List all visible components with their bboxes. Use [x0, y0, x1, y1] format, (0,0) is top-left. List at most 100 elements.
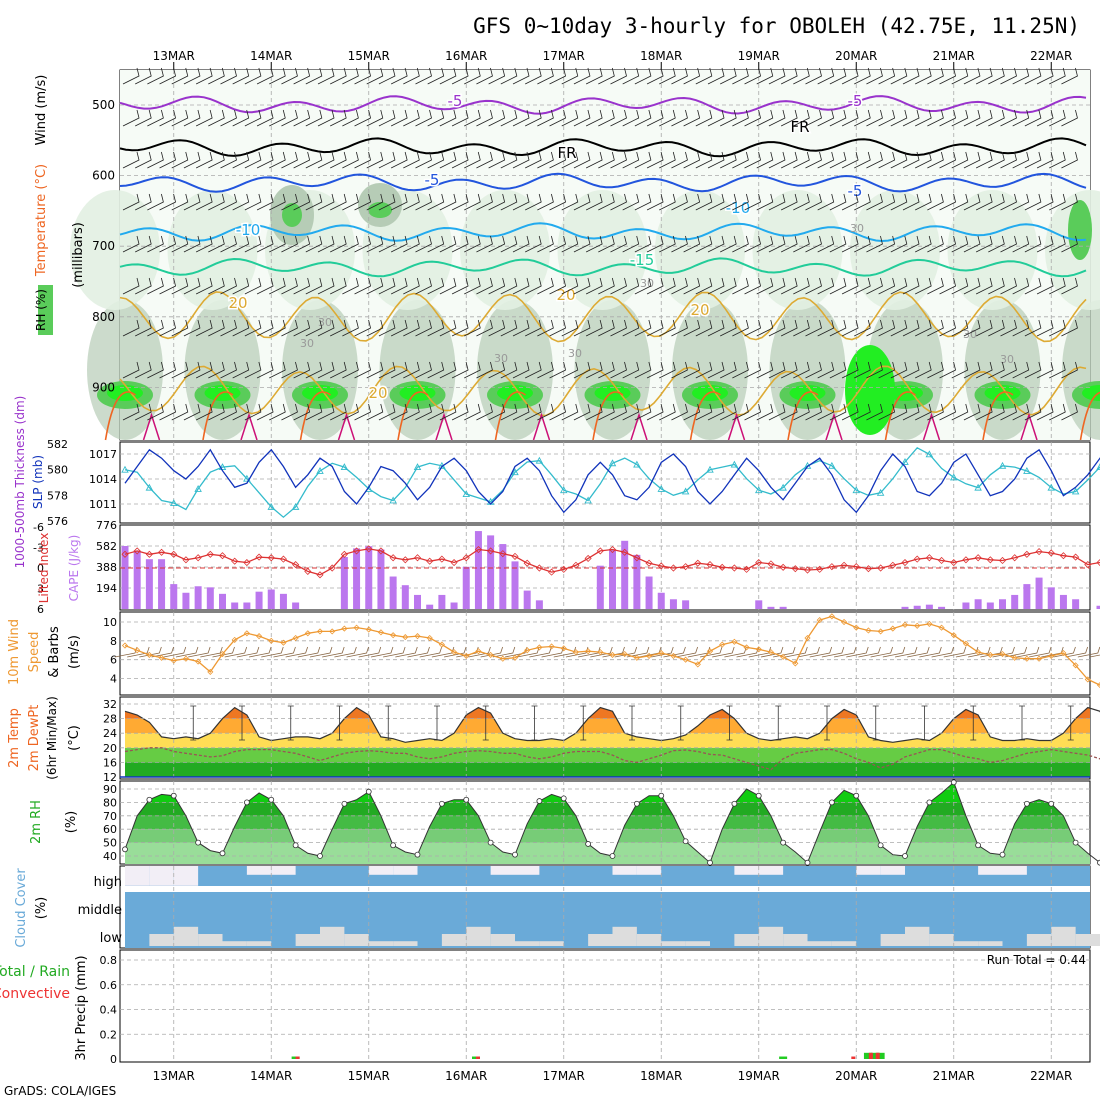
wind-barb-10m [919, 646, 942, 658]
wind-barb [854, 361, 871, 379]
wind-barb [659, 67, 676, 85]
wind-speed-point [255, 633, 263, 640]
wind-speed-point [560, 645, 567, 652]
wind-barb [756, 193, 774, 211]
wind-barb [366, 319, 384, 337]
wind-barb [561, 361, 579, 379]
rh-band [125, 815, 1090, 830]
wind-barb [1049, 361, 1066, 379]
wind-barb [585, 403, 603, 421]
wind-barb [732, 361, 749, 379]
wind-barb [841, 151, 859, 169]
minmax-bar [287, 705, 294, 741]
wind-speed-point [999, 650, 1006, 658]
wind-barb [610, 193, 627, 211]
cape-tick-label: 776 [96, 519, 117, 532]
wind-barb [561, 403, 579, 421]
wind-barb [878, 319, 896, 337]
thickness-point [243, 474, 251, 482]
lifted-index-point [255, 553, 263, 561]
date-label-bottom: 13MAR [153, 1069, 195, 1083]
cape-bar [170, 584, 178, 609]
wind-barb [390, 277, 408, 295]
cape-bar [487, 535, 495, 609]
wind-barb [537, 277, 554, 295]
wind-barb [232, 193, 250, 211]
wind-barb [232, 319, 250, 337]
wind-barb [330, 151, 347, 169]
wind-barb-10m [1077, 646, 1100, 658]
wind-barb [720, 67, 737, 85]
wind-barb [159, 235, 177, 253]
wind-barb [1036, 403, 1054, 421]
wind-barb [1000, 319, 1017, 337]
wind-barb [403, 193, 420, 211]
wind-barb [512, 403, 530, 421]
lifted-index-point [1035, 548, 1043, 556]
wind-barb [256, 67, 274, 85]
wind-barb [866, 151, 883, 169]
wind-barb [585, 193, 603, 211]
wind-barb [829, 319, 847, 337]
isotherm-label: FR [790, 118, 809, 136]
wind-barb [939, 151, 957, 169]
wind-barb [525, 109, 542, 127]
wind-barb [793, 193, 810, 211]
slp-tick-label: 1011 [89, 498, 117, 511]
wind-barb [598, 319, 615, 337]
lifted-index-point [901, 558, 909, 567]
wind-speed-point [1072, 662, 1079, 669]
high-cloud-block [978, 866, 1003, 875]
date-label-bottom: 17MAR [543, 1069, 585, 1083]
wind-barb [634, 193, 652, 211]
wind-speed-point [195, 658, 202, 665]
wind-speed-point [901, 621, 909, 628]
wind-barb [561, 67, 579, 85]
wind-barb [330, 235, 347, 253]
thickness-point [1023, 467, 1031, 474]
wind-barb [854, 403, 871, 421]
rain-bar [863, 1052, 872, 1059]
lifted-index-point [487, 547, 495, 555]
wind-barb [866, 67, 883, 85]
wind-speed-point [621, 650, 628, 658]
wind-speed-point [853, 624, 860, 631]
temp-tick-label: 28 [103, 713, 117, 726]
cape-bar [1059, 594, 1067, 609]
lifted-index-point [365, 545, 373, 553]
wind-barb [585, 109, 603, 127]
wind-speed-point [158, 654, 165, 661]
date-label-top: 20MAR [835, 49, 877, 63]
rh-tick-label: 70 [103, 810, 117, 823]
wind-speed-point [463, 652, 470, 659]
wind-speed-point [304, 630, 311, 637]
wind-barb [1036, 235, 1054, 253]
wind-barb [208, 109, 225, 127]
wind-barb [525, 193, 542, 211]
thickness-point [706, 465, 714, 473]
rh-point [828, 799, 835, 806]
wind-barb [902, 193, 920, 211]
lifted-index-point [450, 558, 458, 567]
wind-barb [256, 403, 274, 421]
lifted-index-point [511, 552, 519, 560]
wind-barb [415, 361, 432, 379]
rh-point [438, 800, 445, 807]
wind-barb [195, 151, 213, 169]
wind-barb [451, 277, 469, 295]
wind-barb [390, 403, 408, 421]
wind-barb [1024, 67, 1042, 85]
wind-barb [378, 67, 396, 85]
wind-barb [451, 151, 469, 169]
wind-speed-point [121, 642, 129, 649]
lifted-index-point [182, 556, 190, 564]
lifted-index-point [535, 564, 543, 572]
wind-axis-label-2: Speed [27, 632, 42, 673]
cape-bar [1011, 594, 1019, 609]
wind-barb [720, 361, 737, 379]
rh-point [170, 792, 177, 799]
wind-barb [902, 403, 920, 421]
wind-barb [256, 277, 274, 295]
wind-barb [464, 403, 481, 421]
wind-barb-10m [395, 646, 418, 658]
